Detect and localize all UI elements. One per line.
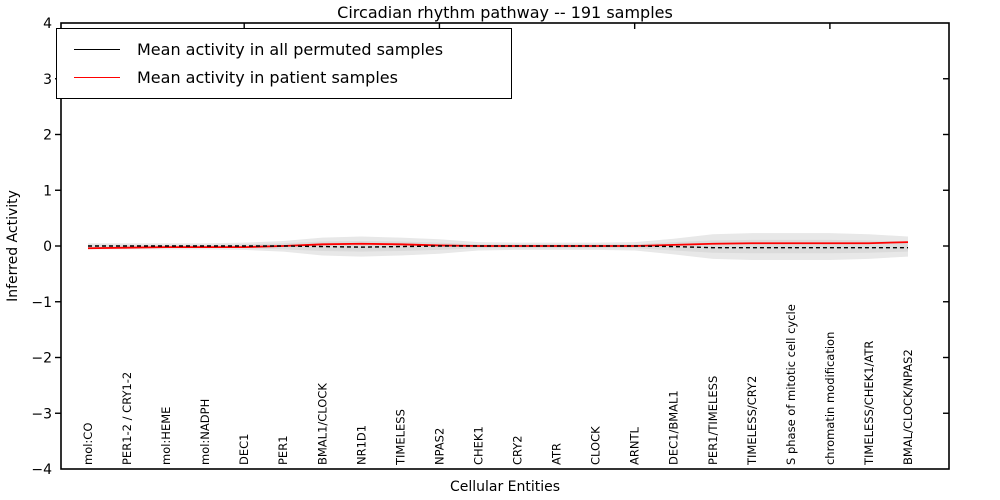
x-tick-label: PER1 [276,435,290,465]
legend-label: Mean activity in patient samples [137,67,398,87]
y-axis-label: Inferred Activity [5,190,21,302]
legend-entry-permuted: Mean activity in all permuted samples [57,35,511,63]
x-tick-label: NPAS2 [432,428,446,465]
x-tick-label: ATR [550,443,564,465]
x-tick-label: ARNTL [628,427,642,465]
y-tick-label: −2 [31,351,52,367]
y-tick-label: 3 [43,72,52,88]
y-tick-label: 4 [43,16,52,32]
x-tick-label: chromatin modification [823,332,837,465]
legend-entry-patient: Mean activity in patient samples [57,63,511,91]
y-tick-label: 2 [43,128,52,144]
y-tick-label: 0 [43,239,52,255]
y-tick-label: −3 [31,406,52,422]
y-tick-label: −4 [31,462,52,478]
x-tick-label: TIMELESS/CRY2 [745,376,759,466]
x-tick-label: PER1-2 / CRY1-2 [120,372,134,465]
legend-line-sample-red [74,76,120,78]
x-tick-label: NR1D1 [354,425,368,465]
x-tick-label: S phase of mitotic cell cycle [784,304,798,465]
x-tick-label: CLOCK [589,426,603,465]
x-tick-label: mol:NADPH [198,399,212,465]
permuted-mean-line [88,245,908,249]
x-tick-label: TIMELESS/CHEK1/ATR [862,341,876,466]
y-tick-label: 1 [43,183,52,199]
x-tick-label: DEC1/BMAL1 [667,390,681,465]
chart-title: Circadian rhythm pathway -- 191 samples [337,3,673,22]
x-tick-label: mol:HEME [159,407,173,465]
x-tick-label: PER1/TIMELESS [706,376,720,465]
x-tick-label: TIMELESS [393,409,407,466]
x-tick-label: mol:CO [81,423,95,465]
x-tick-label: CRY2 [511,435,525,465]
legend-label: Mean activity in all permuted samples [137,39,444,59]
x-tick-label: BMAL1/CLOCK [315,383,329,465]
legend-line-sample-black [74,48,120,50]
y-tick-label: −1 [31,295,52,311]
patient-mean-line [87,241,909,250]
x-axis-label: Cellular Entities [449,479,561,495]
x-tick-label: BMAL/CLOCK/NPAS2 [901,349,915,465]
legend-box: Mean activity in all permuted samples Me… [56,28,512,99]
x-tick-label: CHEK1 [471,426,485,465]
x-tick-label: DEC1 [237,434,251,465]
